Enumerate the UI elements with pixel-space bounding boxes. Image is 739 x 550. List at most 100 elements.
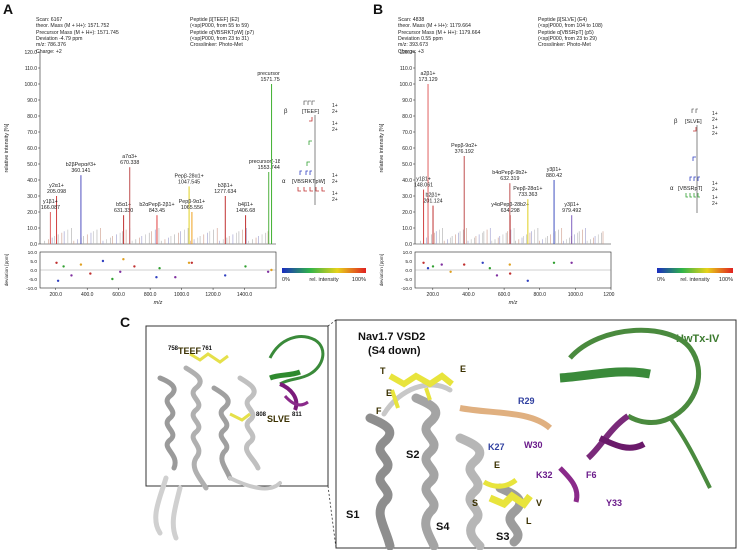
peak-value: 1047.545 [178, 179, 200, 185]
colorbar-min-label: 0% [657, 277, 665, 283]
deviation-point [133, 265, 136, 268]
panel-a-seq-alpha: [VBSRKTpW] [292, 179, 326, 185]
svg-text:1+: 1+ [712, 195, 718, 201]
deviation-point [508, 272, 512, 275]
svg-text:1+: 1+ [332, 103, 338, 109]
peak-value: 979.492 [562, 208, 581, 214]
y-tick-label: 50.0 [27, 162, 37, 168]
overview-yellow-sticks [189, 352, 251, 422]
x-axis-label: m/z [509, 300, 518, 306]
svg-text:2+: 2+ [332, 179, 338, 185]
teef-label: TEEF [178, 346, 202, 356]
deviation-tick-label: -5.0 [404, 277, 413, 283]
y-tick-label: 40.0 [27, 178, 37, 184]
svg-text:2+: 2+ [332, 127, 338, 133]
peak-label: Pepβ-28α1+ [174, 173, 203, 179]
beta-symbol: β [284, 109, 288, 115]
peak-label: a7α3+ [122, 154, 137, 160]
peak-label: a2β1+ [421, 71, 436, 77]
y-axis-label: relative intensity [%] [4, 123, 10, 172]
panel-b-fragment-ladder: β [SLVE] α [VBSRpT] 1+ 2+ 1+ 2+ 1+ 2+ 1+… [670, 108, 718, 213]
overview-helices [153, 365, 282, 541]
x-tick-label: 200.0 [49, 292, 62, 298]
colorbar-title: rel. intensity [309, 277, 339, 283]
y-tick-label: 110.0 [400, 66, 412, 72]
y-tick-label: 10.0 [402, 226, 412, 232]
res-E2: E [460, 364, 466, 374]
helix-S3: S3 [496, 531, 509, 543]
y-tick-label: 80.0 [402, 114, 412, 120]
y-tick-label: 70.0 [402, 130, 412, 136]
zoom-yellow-residues [388, 372, 533, 509]
peak-value: 634.298 [501, 208, 520, 214]
y-tick-label: 80.0 [27, 114, 37, 120]
y-tick-label: 110.0 [25, 66, 37, 72]
deviation-point [62, 265, 65, 268]
peak-label: y1β1+ [416, 177, 431, 183]
teef-sup-start: 758 [168, 346, 179, 352]
deviation-tick-label: 10.0 [28, 250, 38, 256]
deviation-point [89, 272, 92, 275]
res-R29: R29 [518, 396, 535, 406]
peak-label: y1β1+ [43, 199, 58, 205]
y-tick-label: 30.0 [402, 194, 412, 200]
colorbar-max-label: 100% [352, 277, 366, 283]
y-tick-label: 20.0 [27, 210, 37, 216]
deviation-point [79, 263, 83, 266]
deviation-point [270, 268, 273, 272]
svg-text:1+: 1+ [712, 181, 718, 187]
res-K27: K27 [488, 442, 505, 452]
res-Y33: Y33 [606, 498, 622, 508]
deviation-point [422, 261, 425, 264]
peak-value: 843.45 [149, 208, 165, 214]
y-tick-label: 50.0 [402, 162, 412, 168]
y-tick-label: 10.0 [27, 226, 37, 232]
panel-b-header-right: Peptide β[SLVE] (E4) (<sp|P000, from 104 … [538, 16, 603, 49]
overview-toxin [268, 335, 325, 411]
svg-text:1+: 1+ [712, 125, 718, 131]
panel-a-fragment-ladder: β [TEEF] α [VBSRKTpW] 1+ 2+ 1+ 2+ 1+ 2+ … [282, 100, 338, 205]
peak-value: 670.338 [120, 160, 139, 166]
peak-value: 631.330 [114, 208, 133, 214]
res-L: L [526, 516, 532, 526]
peak-value: 376.192 [455, 149, 474, 155]
panel-a-spectrum: 0.0 10.0 20.0 30.0 40.0 50.0 60.0 70.0 80.0 90.0 1… [4, 50, 280, 306]
panel-b-colorbar: 0% rel. intensity 100% [657, 268, 733, 283]
colorbar-max-label: 100% [719, 277, 733, 283]
peak-label: y3β1+ [547, 167, 562, 173]
panel-b-header-left: Scan: 4838 theor. Mass (M + H+): 1179.664… [398, 16, 481, 55]
deviation-y-label: deviation [ppm] [379, 254, 385, 287]
deviation-tick-label: 5.0 [405, 259, 412, 265]
zoom-toxin [459, 327, 712, 503]
res-F6: F6 [586, 470, 597, 480]
x-axis-label: m/z [154, 300, 163, 306]
deviation-point [266, 270, 270, 273]
peak-value: 632.319 [500, 176, 519, 182]
peak-label: y3β1+ [564, 202, 579, 208]
peak-value: 1406.68 [236, 208, 255, 214]
y-tick-label: 40.0 [402, 178, 412, 184]
deviation-tick-label: -10.0 [401, 286, 412, 292]
y-tick-label: 30.0 [27, 194, 37, 200]
panel-c-structure: 758 TEEF 761 808 SLVE 811 Nav1.7 VSD2 (S… [145, 319, 737, 550]
deviation-point [111, 277, 114, 281]
x-tick-label: 1000.0 [568, 292, 584, 298]
svg-text:2+: 2+ [712, 187, 718, 193]
x-tick-label: 1200.0 [603, 292, 615, 298]
panel-b-letter: B [373, 1, 384, 17]
peak-label: b2βPepα#3+ [66, 162, 96, 168]
y-tick-label: 20.0 [402, 210, 412, 216]
panel-b-spectrum: 0.0 10.0 20.0 30.0 40.0 50.0 60.0 70.0 80.0 90.0 1… [379, 50, 615, 306]
deviation-point [223, 274, 227, 277]
svg-text:2+: 2+ [712, 201, 718, 207]
peak-label: b3β1+ [218, 183, 233, 189]
y-tick-label: 90.0 [27, 98, 37, 104]
deviation-tick-label: 0.0 [30, 268, 37, 274]
deviation-point [190, 261, 194, 264]
y-tick-label: 120.0 [24, 50, 37, 56]
panel-b-seq-beta: [SLVE] [685, 119, 702, 125]
svg-text:1+: 1+ [332, 173, 338, 179]
deviation-point [56, 279, 60, 282]
deviation-point [158, 267, 161, 270]
